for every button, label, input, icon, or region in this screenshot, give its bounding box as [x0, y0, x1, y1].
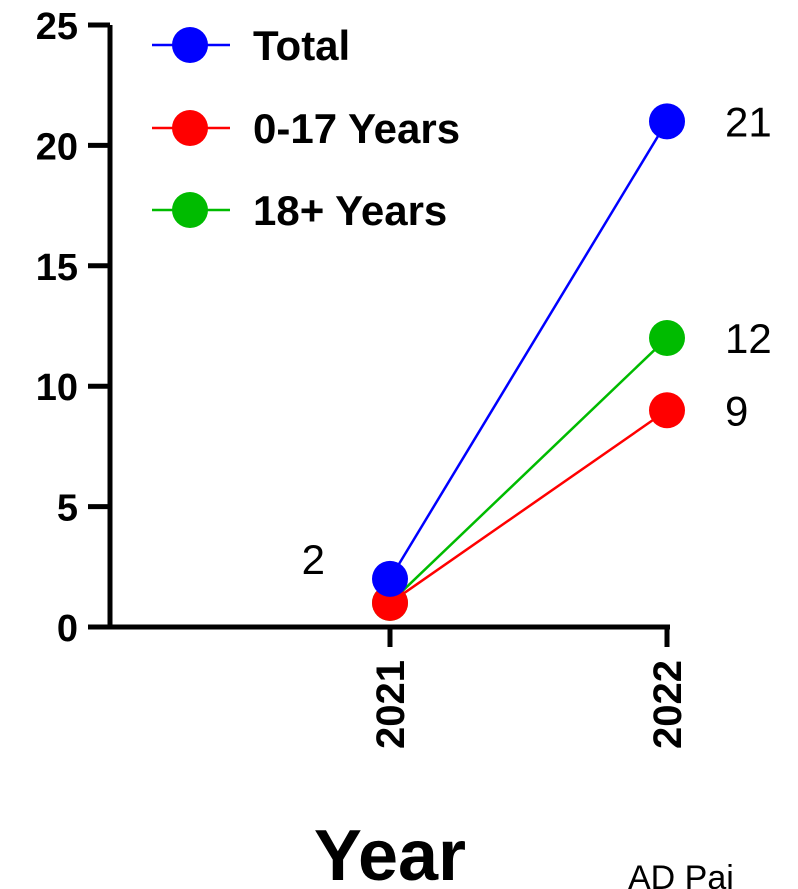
legend-label: Total: [253, 22, 350, 69]
x-axis-ticks: 2021 2022: [369, 627, 690, 749]
legend-marker: [172, 192, 208, 228]
data-point: [372, 560, 408, 597]
legend-label: 0-17 Years: [253, 105, 460, 152]
data-label: 2: [302, 536, 325, 583]
legend-marker: [172, 110, 208, 146]
data-label: 21: [725, 98, 772, 145]
x-tick-label: 2022: [646, 660, 690, 749]
x-axis-title: Year: [314, 816, 466, 889]
watermark-text: AD Pai: [628, 859, 734, 889]
legend-marker: [172, 27, 208, 63]
y-axis-ticks: 0 5 10 15 20 25: [36, 6, 110, 650]
y-tick-label: 0: [57, 608, 78, 650]
y-tick-label: 20: [36, 126, 78, 168]
series-line: [388, 120, 669, 580]
data-labels: 2 21 12 9: [302, 98, 772, 583]
x-tick-label: 2021: [369, 660, 413, 749]
series-lines: [388, 120, 669, 604]
data-point: [649, 103, 685, 140]
data-point: [649, 392, 685, 429]
series-points: [372, 103, 685, 621]
series-line: [389, 409, 668, 604]
data-label: 12: [725, 315, 772, 362]
y-tick-label: 5: [57, 488, 78, 530]
y-tick-label: 25: [36, 6, 78, 48]
y-tick-label: 10: [36, 367, 78, 409]
legend-label: 18+ Years: [253, 187, 447, 234]
data-point: [649, 320, 685, 357]
data-label: 9: [725, 387, 748, 434]
series-line: [389, 337, 668, 604]
legend: Total 0-17 Years 18+ Years: [152, 22, 460, 234]
y-tick-label: 15: [36, 247, 78, 289]
